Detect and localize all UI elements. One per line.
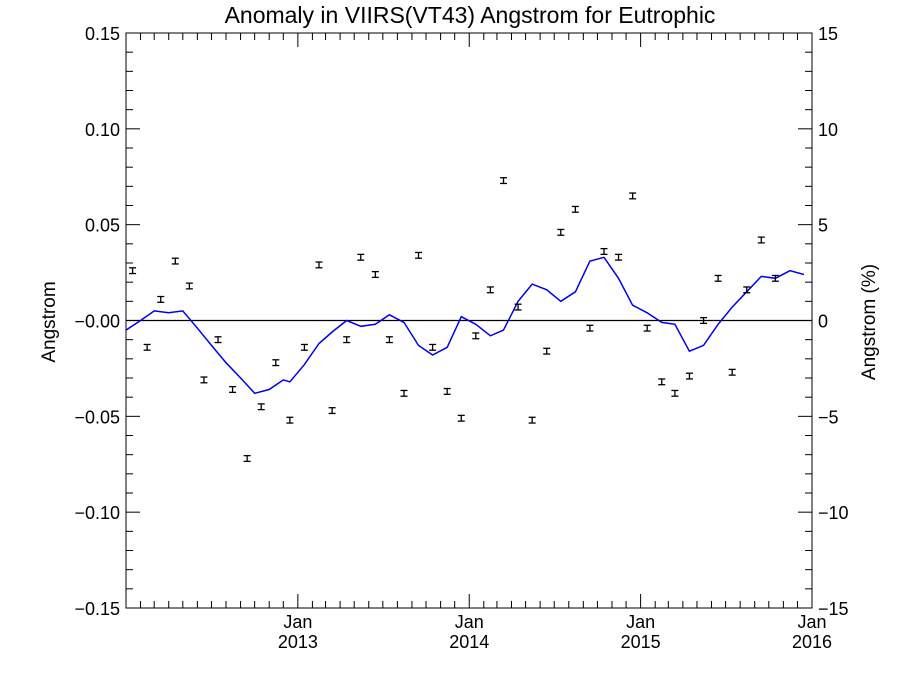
y-tick-label-right: 15 — [818, 24, 838, 44]
data-point — [514, 303, 522, 311]
data-point — [443, 387, 451, 395]
data-point — [429, 343, 437, 351]
chart-title: Anomaly in VIIRS(VT43) Angstrom for Eutr… — [224, 2, 716, 28]
line-series-path — [125, 256, 805, 395]
data-point — [714, 274, 722, 282]
data-point — [528, 416, 536, 424]
data-point — [243, 454, 251, 463]
x-tick-label-month: Jan — [797, 612, 826, 632]
y-tick-label-left: 0.10 — [85, 120, 120, 140]
x-tick-label-month: Jan — [626, 612, 655, 632]
data-point — [557, 228, 565, 236]
data-point — [685, 372, 693, 380]
data-point — [500, 177, 508, 185]
data-point — [671, 389, 679, 397]
y-tick-label-left: −0.05 — [74, 407, 120, 427]
data-point — [771, 274, 779, 282]
data-point — [472, 332, 480, 340]
y-tick-label-left: −0.15 — [74, 599, 120, 619]
data-point — [257, 403, 265, 411]
data-point — [200, 376, 208, 384]
data-point — [571, 205, 579, 213]
x-tick-label-year: 2014 — [449, 632, 489, 652]
data-point — [615, 253, 623, 261]
y-tick-label-right: −10 — [818, 503, 849, 523]
data-point — [415, 251, 423, 259]
data-point — [272, 359, 280, 367]
data-point — [629, 192, 637, 200]
data-point — [600, 247, 608, 256]
axis-ticks — [125, 32, 813, 609]
y-tick-label-left: 0.05 — [85, 216, 120, 236]
y-tick-label-left: −0.10 — [74, 503, 120, 523]
x-tick-label-year: 2015 — [621, 632, 661, 652]
data-point — [643, 324, 651, 332]
data-point — [143, 343, 151, 351]
y-axis-label-left: Angstrom — [39, 281, 60, 362]
smoothed-line-series — [125, 256, 805, 395]
data-point — [357, 253, 365, 261]
data-point — [171, 257, 179, 265]
x-tick-label-year: 2016 — [792, 632, 832, 652]
data-point — [486, 286, 494, 294]
data-point — [229, 385, 237, 394]
y-tick-label-right: −15 — [818, 599, 849, 619]
data-point — [300, 343, 308, 351]
data-point — [400, 389, 408, 397]
data-point — [371, 270, 379, 279]
x-tick-label-month: Jan — [283, 612, 312, 632]
data-point — [658, 378, 666, 386]
y-tick-label-right: −5 — [818, 407, 839, 427]
tick-labels: 0.15 0.10 0.05 −0.00 −0.05 −0.10 −0.15 15 10 5 0 −5… — [74, 24, 848, 652]
y-tick-label-left: 0.15 — [85, 24, 120, 44]
data-point — [157, 295, 165, 303]
data-point — [757, 236, 765, 244]
y-tick-label-right: 5 — [818, 216, 828, 236]
data-point — [543, 347, 551, 355]
x-tick-label-month: Jan — [455, 612, 484, 632]
y-tick-label-left: −0.00 — [74, 312, 120, 332]
data-point — [728, 368, 736, 376]
data-point — [214, 336, 222, 344]
data-point — [700, 316, 708, 325]
y-tick-label-right: 10 — [818, 120, 838, 140]
data-point — [185, 282, 193, 290]
data-point — [328, 407, 336, 415]
data-point — [457, 414, 465, 422]
data-point — [129, 267, 137, 275]
data-point — [315, 261, 323, 269]
data-point — [385, 336, 393, 344]
y-tick-label-right: 0 — [818, 312, 828, 332]
data-point — [586, 324, 594, 332]
data-point — [343, 336, 351, 344]
data-point — [743, 286, 751, 294]
data-point — [286, 416, 294, 424]
y-axis-label-right: Angstrom (%) — [859, 264, 880, 380]
data-points — [129, 177, 779, 463]
x-tick-label-year: 2013 — [278, 632, 318, 652]
